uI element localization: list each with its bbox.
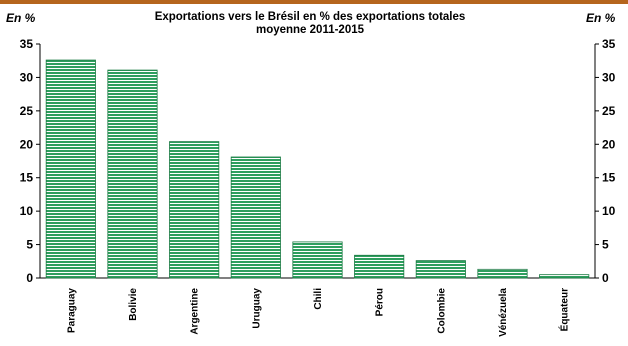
bar-argentine — [169, 141, 220, 279]
y-tick-label-right: 10 — [602, 204, 616, 218]
y-tick-label-left: 20 — [20, 137, 34, 151]
x-category-label: Argentine — [190, 288, 201, 335]
y-tick-label-right: 20 — [602, 137, 616, 151]
chart-title-block: Exportations vers le Brésil en % des exp… — [110, 11, 510, 37]
x-category-label: Chili — [313, 288, 324, 310]
bar-uruguay — [230, 156, 281, 279]
bar-vénézuela — [477, 268, 528, 279]
x-category-label: Uruguay — [251, 288, 262, 329]
chart-title: Exportations vers le Brésil en % des exp… — [154, 11, 466, 23]
x-category-label: Équateur — [558, 288, 571, 331]
y-axis-unit-left: En % — [6, 11, 36, 25]
y-tick-label-right: 30 — [602, 70, 616, 84]
top-accent-bar — [0, 0, 628, 4]
chart-subtitle: moyenne 2011-2015 — [255, 24, 365, 36]
y-tick-label-right: 25 — [602, 104, 616, 118]
y-tick-label-left: 30 — [20, 70, 34, 84]
y-tick-label-left: 35 — [20, 37, 34, 51]
y-tick-label-left: 15 — [20, 171, 34, 185]
bar-paraguay — [45, 59, 96, 279]
y-tick-label-right: 35 — [602, 37, 616, 51]
bar-pérou — [354, 254, 405, 279]
y-tick-label-left: 25 — [20, 104, 34, 118]
labels-group: 0 0 5 5 10 10 15 15 20 20 25 25 30 30 35 35 Paraguay Boli… — [20, 37, 616, 337]
y-tick-label-right: 15 — [602, 171, 616, 185]
y-tick-label-right: 5 — [602, 238, 609, 252]
x-category-label: Colombie — [436, 288, 447, 334]
bar-bolivie — [107, 69, 158, 279]
bars-group — [45, 59, 590, 279]
y-tick-label-left: 10 — [20, 204, 34, 218]
y-tick-label-right: 0 — [602, 271, 609, 285]
bar-équateur — [539, 274, 590, 279]
y-axis-unit-right: En % — [586, 11, 616, 25]
x-category-label: Pérou — [375, 288, 386, 316]
bar-chili — [292, 241, 343, 279]
x-category-label: Bolivie — [128, 288, 139, 321]
y-tick-label-left: 0 — [26, 271, 33, 285]
x-category-label: Vénézuela — [498, 288, 509, 337]
y-tick-label-left: 5 — [26, 238, 33, 252]
bar-colombie — [415, 260, 466, 279]
x-category-label: Paraguay — [66, 288, 77, 333]
